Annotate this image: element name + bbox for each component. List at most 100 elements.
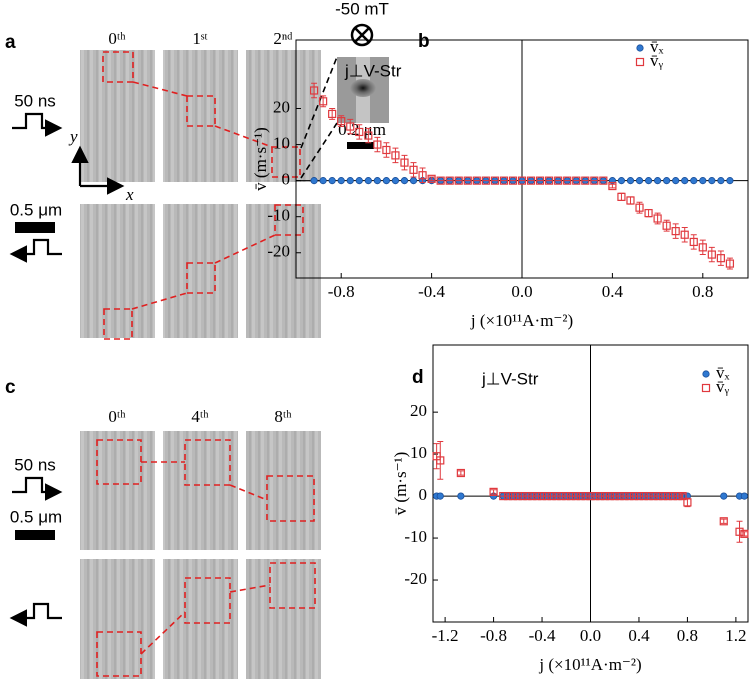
y-tick-label: 0: [282, 170, 291, 189]
x-axis-label: j (×10¹¹A·m⁻²): [470, 311, 573, 330]
data-point: [681, 177, 689, 185]
data-point: [644, 177, 653, 185]
data-point: [608, 181, 617, 191]
y-tick-label: -20: [267, 242, 290, 261]
data-point: [355, 177, 363, 185]
y-tick-label: 10: [273, 133, 290, 152]
data-point: [418, 171, 427, 180]
column-label: 0ᵗʰ: [108, 407, 126, 426]
y-tick-label: 10: [410, 443, 427, 462]
panel-label: c: [5, 377, 16, 398]
x-tick-label: -0.4: [529, 626, 556, 645]
data-point: [678, 491, 687, 501]
data-point: [581, 176, 590, 185]
track-line: [140, 611, 186, 655]
data-point: [436, 176, 445, 185]
legend-label: v̄ᵧ: [716, 377, 730, 396]
pulse-icon: [12, 476, 63, 501]
field-label: -50 mT: [335, 0, 389, 18]
scale-bar: [15, 222, 55, 233]
image: [246, 50, 321, 182]
error-bar: [627, 196, 634, 205]
y-tick-label: -10: [267, 206, 290, 225]
column-label: 1ˢᵗ: [192, 29, 207, 48]
legend-label: v̄ₓ: [716, 363, 730, 382]
data-point: [391, 151, 400, 160]
skyrmion-box: [184, 439, 231, 486]
error-bar: [374, 136, 381, 153]
column-label: 2ⁿᵈ: [273, 29, 292, 48]
data-point: [456, 468, 465, 478]
inset-image: [350, 79, 376, 97]
image: [246, 431, 321, 550]
image: [80, 204, 155, 338]
y-axis-label: v̄ (m·s⁻¹): [391, 452, 410, 516]
pulse-label: 50 ns: [14, 91, 56, 110]
y-tick-label: 0: [419, 485, 428, 504]
x-tick-label: -0.8: [328, 282, 355, 301]
field-symbol: [350, 23, 374, 47]
data-point: [708, 177, 716, 185]
scale-bar: [347, 142, 374, 149]
data-point: [672, 177, 680, 185]
data-point: [526, 176, 536, 185]
data-point: [626, 196, 635, 205]
error-bar: [347, 118, 354, 135]
data-point: [400, 158, 409, 167]
pulse-label: 50 ns: [14, 455, 56, 474]
x-tick-label: -0.8: [480, 626, 507, 645]
data-point: [481, 176, 490, 185]
data-point: [328, 177, 336, 185]
track-line: [214, 234, 276, 264]
error-bar: [741, 531, 748, 537]
axis-label: y: [68, 127, 78, 146]
legend-marker: [701, 383, 711, 393]
x-tick-label: 1.2: [725, 626, 746, 645]
data-point: [328, 109, 337, 119]
scale-label: 0.5 μm: [10, 507, 62, 526]
error-bar: [428, 176, 435, 182]
error-bar: [684, 497, 691, 508]
track-line: [229, 484, 268, 501]
error-bar: [490, 489, 497, 495]
data-point: [590, 176, 599, 185]
panel-label: d: [412, 367, 424, 388]
data-point: [319, 97, 328, 106]
data-point: [617, 177, 626, 185]
x-tick-label: 0.0: [580, 626, 601, 645]
data-point: [364, 131, 373, 140]
data-point: [463, 176, 472, 185]
data-point: [309, 86, 319, 95]
data-point: [355, 127, 364, 137]
scale-label: 0.5 μm: [10, 200, 62, 219]
image: [163, 204, 238, 338]
skyrmion-box: [186, 95, 216, 127]
error-bar: [433, 443, 440, 470]
data-point: [472, 176, 481, 185]
error-bar: [645, 208, 652, 218]
y-tick-label: 20: [273, 97, 290, 116]
error-bar: [410, 162, 417, 178]
data-point: [635, 203, 644, 212]
data-point: [716, 254, 725, 263]
data-point: [689, 237, 698, 247]
data-point: [740, 492, 748, 500]
x-tick-label: -1.2: [432, 626, 459, 645]
data-point: [635, 177, 644, 185]
data-point: [319, 177, 327, 185]
data-point: [720, 492, 728, 500]
y-tick-label: -10: [404, 527, 427, 546]
skyrmion-box: [186, 262, 216, 294]
data-point: [517, 176, 527, 185]
data-point: [698, 243, 707, 252]
data-point: [337, 177, 345, 185]
data-point: [499, 176, 509, 185]
pulse-icon: [12, 112, 63, 137]
skyrmion-box: [271, 146, 301, 178]
zoom-line: [300, 56, 338, 179]
data-point: [719, 517, 728, 526]
data-point: [490, 176, 499, 185]
error-bar: [365, 127, 372, 144]
error-bar: [437, 441, 444, 480]
error-bar: [356, 124, 363, 140]
